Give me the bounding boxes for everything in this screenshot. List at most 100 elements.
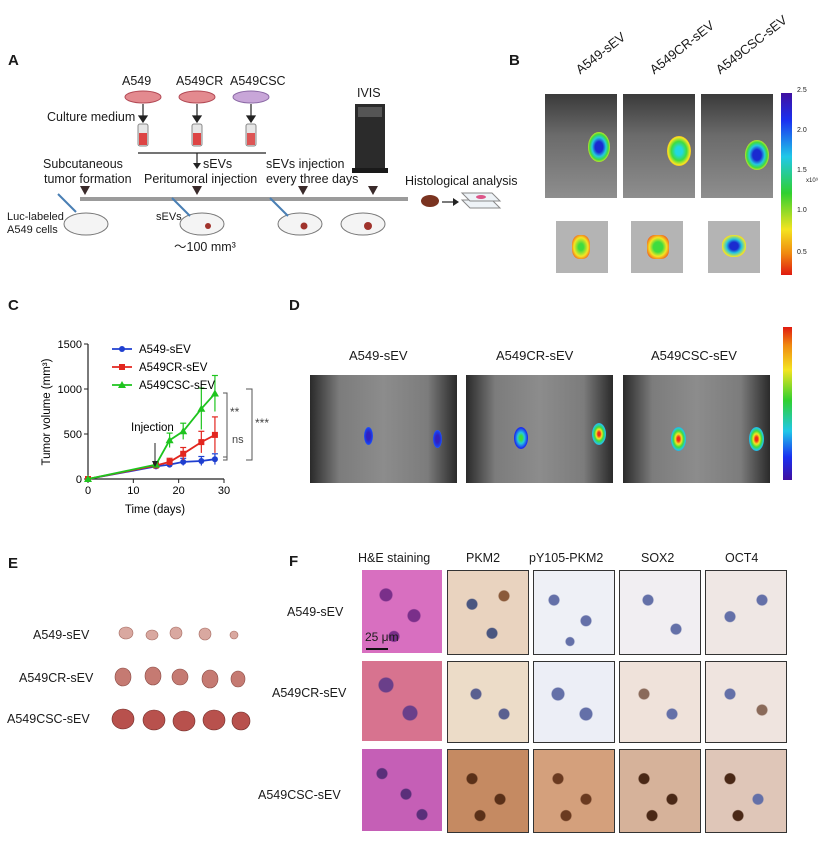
- bioluminescence-signal: [588, 132, 610, 162]
- tumor-icon: [118, 626, 239, 641]
- f-row-label: A549CR-sEV: [272, 686, 347, 700]
- b-group-label: A549CSC-sEV: [712, 12, 790, 78]
- cell-label-a549cr: A549CR: [176, 74, 224, 88]
- series-line: [87, 434, 216, 480]
- colorbar-tick: 1.5: [797, 167, 807, 174]
- data-point: [179, 427, 188, 435]
- legend-label: A549CR-sEV: [139, 362, 208, 374]
- colorbar-tick: 1.0: [797, 207, 807, 214]
- ihc-image-sox2: [619, 749, 701, 833]
- f-column-header: pY105-PKM2: [529, 551, 604, 565]
- f-column-header: SOX2: [641, 551, 675, 565]
- tumor-icon: [114, 666, 246, 689]
- bioluminescence-signal: [667, 136, 691, 166]
- tumor-icon: [421, 195, 439, 207]
- mouse-image-d: [466, 375, 613, 483]
- panel-letter-d: D: [289, 297, 300, 314]
- scale-bar-label: 25 μm: [365, 630, 399, 644]
- ex-vivo-tumor-image: [708, 221, 760, 273]
- bioluminescence-signal: [749, 427, 764, 451]
- histological-analysis-label: Histological analysis: [405, 174, 518, 188]
- luc-labeled-label: Luc-labeled: [7, 211, 64, 223]
- f-column-header: OCT4: [725, 551, 759, 565]
- sevs-injection-label: sEVs injection: [266, 157, 345, 171]
- every-three-days-label: every three days: [266, 172, 359, 186]
- tumor-icon: [111, 708, 251, 732]
- colorbar-unit: x10⁹: [806, 178, 819, 184]
- b-group-label: A549CR-sEV: [646, 17, 717, 77]
- bioluminescence-signal: [671, 427, 686, 451]
- f-row-label: A549-sEV: [287, 605, 344, 619]
- bioluminescence-signal: [745, 140, 769, 170]
- colorbar-tick: 0.5: [797, 249, 807, 256]
- ihc-image-oct4: [705, 570, 787, 655]
- syringe-icon: [57, 193, 289, 217]
- legend-label: A549-sEV: [139, 344, 191, 356]
- cell-label-a549: A549: [122, 74, 152, 88]
- legend-item: A549-sEV: [112, 344, 191, 356]
- bioluminescence-signal: [433, 430, 442, 448]
- legend-item: A549CSC-sEV: [112, 380, 215, 392]
- ihc-image-py105: [533, 661, 615, 743]
- panel-letter-f: F: [289, 553, 299, 570]
- tumor-volume-100-label: ～100 mm³: [174, 240, 236, 254]
- e-group-label: A549CR-sEV: [19, 671, 94, 685]
- ihc-image-sox2: [619, 570, 701, 655]
- ivis-label: IVIS: [357, 86, 381, 100]
- tube-icon: [137, 123, 257, 147]
- mouse-image-d: [623, 375, 770, 483]
- bioluminescence-signal: [364, 427, 373, 445]
- he-stain-image: [362, 749, 442, 831]
- peritumoral-injection-label: Peritumoral injection: [144, 172, 258, 186]
- b-group-label: A549-sEV: [572, 29, 629, 78]
- panel-letter-e: E: [8, 555, 19, 572]
- he-stain-image: [362, 661, 442, 741]
- mouse-image-b: [623, 94, 695, 198]
- slide-icon: [460, 192, 502, 209]
- f-row-label: A549CSC-sEV: [258, 788, 341, 802]
- ex-vivo-tumor-image: [556, 221, 608, 273]
- bioluminescence-signal: [514, 427, 528, 449]
- tumor-formation-label: tumor formation: [44, 172, 132, 186]
- ihc-image-sox2: [619, 661, 701, 743]
- ex-vivo-tumor-image: [631, 221, 683, 273]
- e-group-label: A549CSC-sEV: [7, 712, 90, 726]
- data-point: [180, 450, 187, 457]
- d-group-label: A549-sEV: [349, 348, 408, 363]
- data-point: [165, 436, 174, 444]
- data-point: [118, 381, 126, 388]
- y-tick-label: 1000: [58, 384, 82, 396]
- x-tick-label: 20: [173, 485, 185, 497]
- series-line: [87, 392, 216, 480]
- legend-item: A549CR-sEV: [112, 362, 208, 374]
- e-group-label: A549-sEV: [33, 628, 90, 642]
- a549-cells-label: A549 cells: [7, 224, 58, 236]
- data-point: [211, 456, 218, 463]
- data-point: [84, 475, 92, 482]
- panel-letter-c: C: [8, 297, 19, 314]
- ihc-image-pkm2: [447, 570, 529, 655]
- ihc-image-pkm2: [447, 749, 529, 833]
- schematic-graphics: [57, 90, 502, 236]
- data-point: [197, 404, 206, 412]
- ihc-image-py105: [533, 749, 615, 833]
- x-tick-label: 30: [218, 485, 230, 497]
- subcutaneous-label: Subcutaneous: [43, 157, 123, 171]
- petri-dish-icon: [124, 90, 270, 104]
- cell-label-a549csc: A549CSC: [230, 74, 286, 88]
- scale-bar: [366, 648, 388, 650]
- f-column-header: H&E staining: [358, 551, 431, 565]
- mouse-image-b: [701, 94, 773, 198]
- ihc-image-oct4: [705, 749, 787, 833]
- ihc-image-py105: [533, 570, 615, 655]
- x-axis-label: Time (days): [125, 504, 185, 516]
- significance-label: ***: [255, 416, 269, 430]
- colorbar-tick: 2.0: [797, 127, 807, 134]
- sevs-label: sEVs: [203, 157, 233, 171]
- f-column-header: PKM2: [466, 551, 501, 565]
- panel-letter-a: A: [8, 52, 19, 69]
- y-tick-label: 1500: [58, 339, 82, 351]
- mouse-image-b: [545, 94, 617, 198]
- data-point: [198, 439, 205, 446]
